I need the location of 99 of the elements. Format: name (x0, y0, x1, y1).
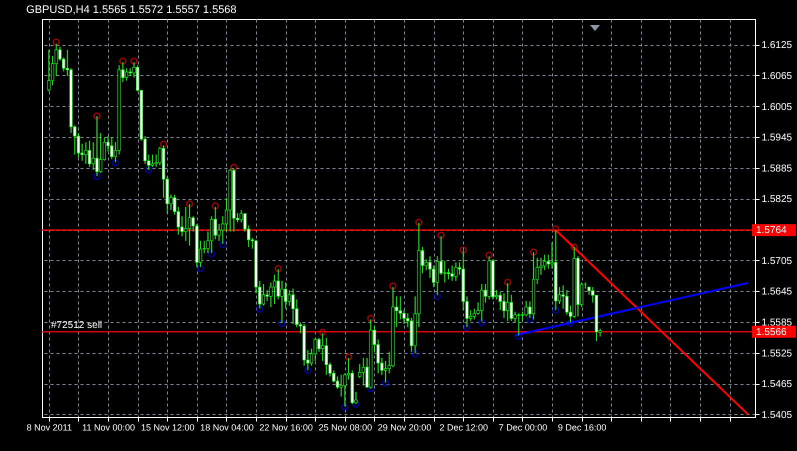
point (341, 404, 348, 411)
chart-title: GBPUSD,H4 1.5565 1.5572 1.5557 1.5568 (26, 4, 237, 16)
point (145, 166, 152, 174)
point (515, 332, 522, 340)
point (52, 38, 60, 46)
point (412, 350, 419, 358)
x-tick-label: 22 Nov 16:00 (259, 422, 313, 432)
point (208, 250, 216, 258)
candlestick (314, 337, 317, 362)
y-tick-label: 1.6005 (762, 102, 793, 113)
candlestick (324, 337, 328, 376)
candlestick (480, 283, 484, 322)
point (130, 58, 138, 65)
candlestick (92, 142, 95, 170)
point (352, 400, 360, 408)
candlestick (506, 282, 510, 322)
x-tick-label: 15 Nov 12:00 (140, 422, 195, 432)
point (274, 265, 282, 272)
point (382, 380, 390, 387)
point (530, 248, 538, 256)
ref-line-label: 1.5764 (756, 225, 788, 236)
point (278, 320, 286, 328)
candlestick (84, 142, 88, 164)
point (567, 320, 574, 327)
point (345, 353, 352, 360)
y-tick-label: 1.5405 (762, 410, 793, 421)
y-tick-label: 1.5945 (762, 132, 793, 144)
candlestick (288, 290, 291, 306)
candlestick (88, 140, 92, 168)
candlestick (291, 288, 295, 325)
x-tick-label: 2 Dec 12:00 (439, 422, 488, 432)
candlestick (217, 223, 221, 242)
candlestick (214, 206, 217, 240)
point (415, 218, 422, 226)
candlestick (362, 357, 365, 386)
point (319, 328, 326, 336)
point (304, 366, 312, 374)
point (186, 200, 193, 208)
candlestick (184, 206, 188, 242)
candlestick (517, 312, 520, 336)
candlestick (443, 260, 446, 283)
y-tick-label: 1.5645 (762, 286, 793, 298)
candlestick (272, 274, 276, 305)
y-tick-label: 1.5705 (762, 256, 793, 267)
candlestick (95, 116, 99, 177)
point (463, 324, 470, 332)
candlestick (454, 262, 458, 282)
ref-line-label: 1.5566 (756, 326, 788, 338)
candlestick (384, 360, 388, 384)
y-tick-label: 1.5465 (762, 379, 793, 390)
candlestick (110, 137, 114, 160)
point (438, 232, 445, 239)
point (197, 265, 204, 272)
candlestick (99, 132, 102, 174)
candlestick (450, 265, 454, 282)
x-tick-label: 25 Nov 08:00 (318, 422, 372, 432)
x-tick-label: 7 Dec 00:00 (498, 422, 548, 432)
x-tick-label: 29 Nov 20:00 (378, 422, 432, 432)
point (112, 159, 119, 166)
point (478, 319, 486, 326)
candlestick (47, 49, 50, 92)
x-tick-label: 18 Nov 04:00 (200, 422, 254, 432)
candlestick (262, 283, 266, 306)
point (212, 202, 219, 210)
point (460, 246, 467, 254)
point (389, 282, 396, 290)
candlestick (266, 290, 269, 302)
point (93, 173, 100, 180)
point (434, 292, 441, 300)
point (367, 314, 374, 322)
point (219, 240, 226, 248)
candlestick (124, 68, 128, 82)
candlestick (280, 280, 284, 324)
candlestick (150, 154, 154, 168)
candlestick (543, 254, 546, 271)
point (552, 306, 560, 314)
point (160, 140, 168, 148)
x-tick-label: 8 Nov 2011 (26, 422, 72, 432)
candlestick (524, 300, 528, 317)
annotation: #72512 sell (51, 320, 102, 331)
x-tick-label: 9 Dec 16:00 (558, 422, 606, 432)
point (119, 58, 126, 65)
y-tick-label: 1.5825 (762, 194, 793, 206)
candlestick (321, 332, 324, 362)
point (504, 278, 512, 286)
point (367, 385, 374, 392)
point (526, 316, 534, 323)
point (93, 112, 100, 120)
point (570, 244, 578, 251)
y-tick-label: 1.5525 (762, 348, 793, 360)
y-tick-label: 1.6065 (762, 70, 793, 82)
point (230, 164, 238, 171)
y-tick-label: 1.5885 (762, 163, 793, 174)
point (486, 252, 493, 259)
x-tick-label: 11 Nov 00:00 (82, 422, 135, 432)
y-tick-label: 1.6125 (762, 40, 793, 52)
candlestick (188, 203, 192, 246)
y-tick-label: 1.5585 (762, 317, 793, 328)
point (256, 306, 264, 313)
